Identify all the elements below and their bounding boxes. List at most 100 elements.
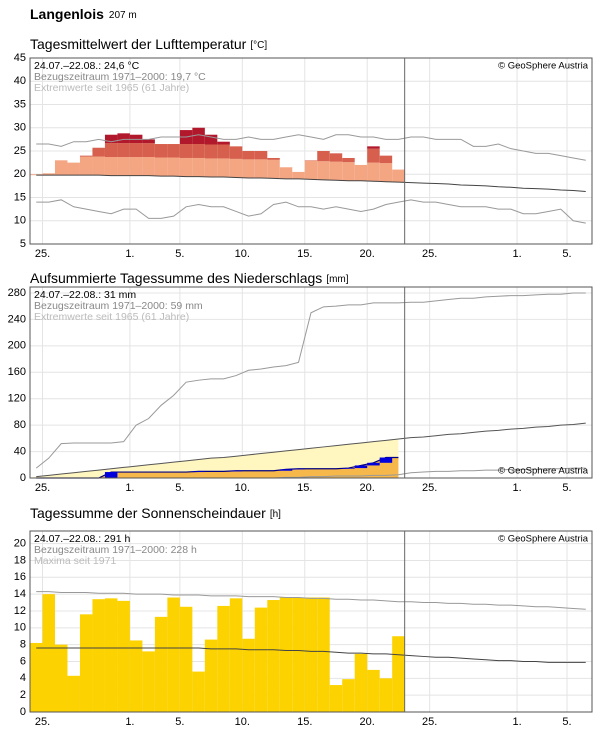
reference-line [36,647,586,663]
extreme-max-line [36,591,586,610]
copyright: © GeoSphere Austria [498,466,589,477]
daily-precipitation [104,472,118,478]
y-tick-label: 25 [14,145,26,157]
annotation: 24.07.–22.08.: 24,6 °C [34,60,140,72]
chart-unit: [h] [270,509,281,520]
x-tick-label: 20. [360,248,375,260]
bar-segment [279,167,293,179]
bar-segment [254,159,268,178]
chart-title-text: Tagessumme der Sonnenscheindauer [30,505,266,521]
bar [229,598,243,712]
bar-segment [267,159,280,179]
y-tick-label: 6 [20,655,26,667]
bar [342,679,355,712]
station-name: Langenlois [30,6,104,22]
x-tick-label: 25. [422,482,437,494]
x-tick-label: 5. [175,716,184,728]
y-tick-label: 2 [20,689,26,701]
x-tick-label: 25. [35,482,50,494]
bar-segment [379,155,393,164]
bar-segment [392,169,405,183]
y-tick-label: 16 [14,571,26,583]
x-tick-label: 1. [512,482,521,494]
y-tick-label: 40 [14,445,26,457]
y-tick-label: 45 [14,52,26,64]
daily-precipitation [354,465,368,469]
bar-segment [104,134,118,144]
bar [217,605,230,712]
y-tick-label: 240 [8,313,26,325]
x-tick-label: 1. [512,716,521,728]
plot-frame [29,530,593,713]
x-tick-label: 10. [235,248,250,260]
y-tick-label: 15 [14,191,26,203]
bar [30,642,43,712]
daily-precipitation [367,462,380,466]
bar [354,653,368,712]
x-tick-label: 10. [235,716,250,728]
bar-segment [192,127,205,145]
extreme-min-line [36,199,586,224]
y-tick-label: 160 [8,366,26,378]
annotation: 24.07.–22.08.: 291 h [34,533,130,545]
annotation: Maxima seit 1971 [34,555,116,567]
daily-precipitation [192,471,205,473]
bar-segment [329,161,343,181]
x-tick-label: 5. [175,482,184,494]
bar-segment [104,157,118,176]
bar-segment [204,144,218,159]
daily-precipitation [279,469,293,471]
x-tick-label: 1. [125,716,134,728]
plot-frame [29,57,593,245]
station-elevation: 207 m [109,10,137,21]
x-tick-label: 1. [512,248,521,260]
x-tick-label: 25. [422,248,437,260]
bar-segment [42,173,55,176]
reference-line [36,422,586,478]
bar-segment [79,156,93,176]
bar-segment [342,162,355,181]
y-tick-label: 8 [20,639,26,651]
y-tick-label: 10 [14,215,26,227]
bar [54,644,68,712]
bar-segment [92,156,105,176]
bar-segment [229,158,243,178]
y-tick-label: 120 [8,393,26,405]
y-tick-label: 10 [14,622,26,634]
bar-segment [192,157,205,177]
plot-frame [29,286,593,479]
bar [79,614,93,712]
bar-segment [67,162,80,176]
bar-segment [117,133,130,144]
bar-segment [317,151,330,162]
y-tick-label: 0 [20,472,26,484]
bar [42,594,55,712]
bar-segment [142,143,155,158]
bar-segment [217,141,230,145]
bar-segment [142,139,155,144]
y-tick-label: 20 [14,168,26,180]
x-tick-label: 25. [422,716,437,728]
daily-precipitation [379,457,393,463]
page-header: Langenlois 207 m [30,6,137,22]
copyright: © GeoSphere Austria [498,61,589,72]
x-tick-label: 25. [35,716,50,728]
bar [192,671,205,712]
bar [179,606,193,712]
bar-segment [217,144,230,159]
bar [129,640,143,712]
bar-segment [342,157,355,163]
bar-segment [154,144,168,158]
bar-segment [242,159,255,178]
bar [92,599,105,712]
y-tick-label: 35 [14,98,26,110]
bar-segment [179,157,193,177]
bar-segment [79,155,93,157]
daily-precipitation [342,468,355,469]
annotation: Bezugszeitraum 1971–2000: 59 mm [34,300,203,312]
bar-segment [217,158,230,178]
x-tick-label: 5. [175,248,184,260]
x-tick-label: 20. [360,482,375,494]
bar [167,597,180,712]
